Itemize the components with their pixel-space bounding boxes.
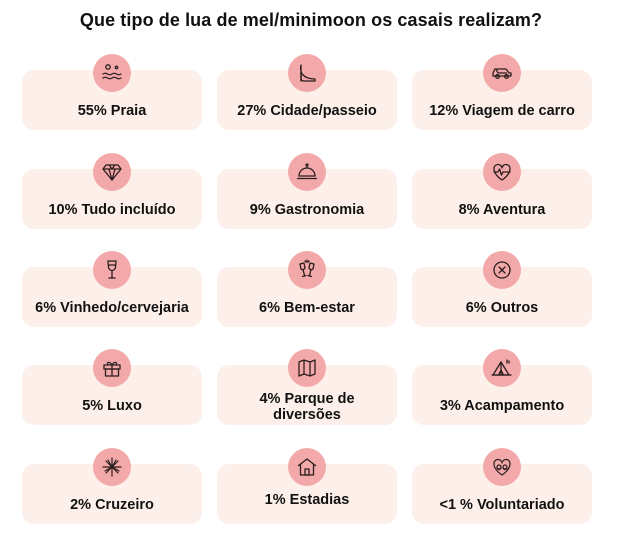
gift-icon: [103, 361, 121, 377]
gift-icon-badge: [93, 349, 131, 387]
high-heel-icon: [299, 64, 316, 82]
heartbeat-icon-badge: [483, 153, 521, 191]
label-aventura: 8% Aventura: [458, 202, 546, 218]
fireworks-icon: [102, 457, 122, 477]
wine-glass-icon: [107, 260, 117, 279]
card-outros: 6% Outros: [412, 251, 592, 327]
card-voluntariado: <1 % Voluntariado: [412, 448, 592, 524]
car-icon-badge: [483, 54, 521, 92]
card-tudo-incluido: 10% Tudo incluído: [22, 153, 202, 229]
label-tudo-incluido: 10% Tudo incluído: [48, 202, 176, 218]
card-carro: 12% Viagem de carro: [412, 54, 592, 130]
heartbeat-icon: [493, 163, 511, 181]
house-icon-badge: [288, 448, 326, 486]
label-estadias: 1% Estadias: [264, 492, 350, 508]
page-title: Que tipo de lua de mel/minimoon os casai…: [79, 10, 543, 30]
diamond-icon-badge: [93, 153, 131, 191]
card-aventura: 8% Aventura: [412, 153, 592, 229]
car-icon: [492, 68, 512, 79]
label-praia: 55% Praia: [77, 103, 147, 119]
label-gastronomia: 9% Gastronomia: [249, 202, 365, 218]
tent-icon: [491, 359, 512, 376]
label-cidade: 27% Cidade/passeio: [237, 103, 377, 119]
high-heel-icon-badge: [288, 54, 326, 92]
heart-hands-icon-badge: [483, 448, 521, 486]
card-vinhedo: 6% Vinhedo/cervejaria: [22, 251, 202, 327]
champagne-toast-icon: [299, 259, 315, 278]
label-acampamento: 3% Acampamento: [439, 398, 565, 414]
card-praia: 55% Praia: [22, 54, 202, 130]
heart-hands-icon: [493, 458, 511, 476]
card-parque: 4% Parque de diversões: [217, 349, 397, 425]
cloche-icon-badge: [288, 153, 326, 191]
fireworks-icon-badge: [93, 448, 131, 486]
map-icon: [298, 359, 316, 377]
card-luxo: 5% Luxo: [22, 349, 202, 425]
label-outros: 6% Outros: [465, 300, 539, 316]
honeymoon-type-grid: 55% Praia 27% Cidade/passeio 12% Viagem …: [22, 38, 592, 534]
card-cidade: 27% Cidade/passeio: [217, 54, 397, 130]
label-luxo: 5% Luxo: [82, 398, 142, 414]
label-vinhedo: 6% Vinhedo/cervejaria: [35, 300, 189, 316]
card-acampamento: 3% Acampamento: [412, 349, 592, 425]
label-parque: 4% Parque de diversões: [259, 391, 355, 423]
card-estadias: 1% Estadias: [217, 448, 397, 524]
tent-icon-badge: [483, 349, 521, 387]
map-icon-badge: [288, 349, 326, 387]
cloche-icon: [296, 163, 318, 180]
label-cruzeiro: 2% Cruzeiro: [70, 497, 154, 513]
card-gastronomia: 9% Gastronomia: [217, 153, 397, 229]
beach-icon: [102, 64, 122, 80]
label-bem-estar: 6% Bem-estar: [259, 300, 355, 316]
champagne-toast-icon-badge: [288, 251, 326, 289]
beach-icon-badge: [93, 54, 131, 92]
label-carro: 12% Viagem de carro: [429, 103, 575, 119]
diamond-icon: [102, 164, 122, 181]
card-bem-estar: 6% Bem-estar: [217, 251, 397, 327]
house-icon: [297, 458, 317, 476]
circle-x-icon-badge: [483, 251, 521, 289]
circle-x-icon: [493, 261, 511, 279]
wine-glass-icon-badge: [93, 251, 131, 289]
card-cruzeiro: 2% Cruzeiro: [22, 448, 202, 524]
label-voluntariado: <1 % Voluntariado: [439, 497, 565, 513]
